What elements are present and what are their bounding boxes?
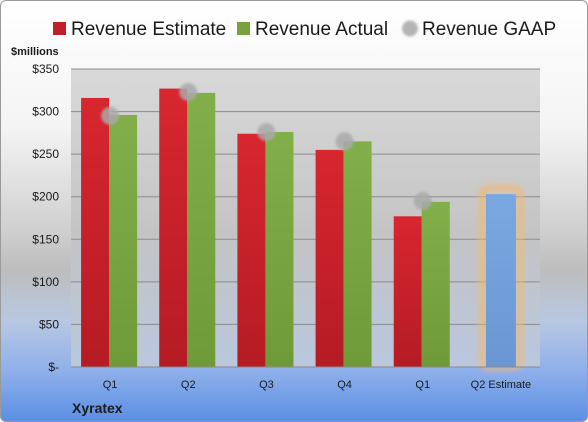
x-tick-label: Q4: [337, 379, 352, 391]
marker-revenue-gaap: [413, 191, 432, 210]
bar-revenue-actual: [109, 114, 138, 367]
x-tick-label: Q1: [103, 379, 118, 391]
company-name: Xyratex: [72, 400, 123, 416]
bar-revenue-actual: [265, 132, 294, 367]
y-axis-ticks: $- $50 $100 $150 $200 $250 $300 $350: [32, 62, 59, 374]
bars: [81, 88, 523, 370]
legend-item-revenue-estimate: Revenue Estimate: [53, 19, 226, 40]
bar-revenue-estimate: [159, 88, 188, 367]
bar-revenue-actual: [187, 92, 216, 367]
legend-item-revenue-actual: Revenue Actual: [237, 19, 388, 40]
legend-swatch-revenue-actual: [237, 22, 250, 35]
bar-revenue-estimate: [315, 149, 344, 367]
gaap-markers: [101, 82, 432, 210]
bar-revenue-actual: [421, 201, 450, 367]
marker-revenue-gaap: [179, 82, 198, 101]
x-tick-label: Q1: [415, 379, 430, 391]
legend-label-revenue-gaap: Revenue GAAP: [422, 19, 556, 40]
legend-swatch-revenue-gaap: [402, 20, 418, 37]
bar-revenue-estimate: [81, 97, 110, 367]
y-axis-unit-label: $millions: [11, 46, 59, 58]
plot-area: [71, 69, 540, 367]
legend-label-revenue-estimate: Revenue Estimate: [71, 19, 226, 40]
x-tick-label: Q2 Estimate: [471, 379, 532, 391]
x-tick-label: Q2: [181, 379, 196, 391]
x-axis-labels: Q1 Q2 Q3 Q4 Q1 Q2 Estimate: [103, 379, 531, 391]
y-tick-label: $150: [32, 232, 59, 246]
x-tick-label: Q3: [259, 379, 274, 391]
legend-label-revenue-actual: Revenue Actual: [255, 19, 388, 40]
legend-swatch-revenue-estimate: [53, 22, 66, 35]
marker-revenue-gaap: [257, 123, 276, 142]
bar-revenue-estimate: [393, 216, 422, 367]
bar-revenue-actual: [343, 141, 372, 367]
gridlines: [71, 68, 540, 325]
marker-revenue-gaap: [335, 132, 354, 151]
bar-revenue-estimate: [237, 133, 266, 367]
legend: Revenue Estimate Revenue Actual Revenue …: [53, 19, 556, 40]
bar-q2-estimate: [485, 194, 516, 367]
y-tick-label: $100: [32, 275, 59, 289]
y-tick-label: $200: [32, 190, 59, 204]
y-tick-label: $300: [32, 105, 59, 119]
legend-item-revenue-gaap: Revenue GAAP: [402, 19, 556, 40]
y-tick-label: $250: [32, 147, 59, 161]
y-tick-label: $50: [39, 317, 59, 331]
y-tick-label: $350: [32, 62, 59, 76]
y-tick-label: $-: [48, 360, 59, 374]
marker-revenue-gaap: [101, 106, 120, 125]
